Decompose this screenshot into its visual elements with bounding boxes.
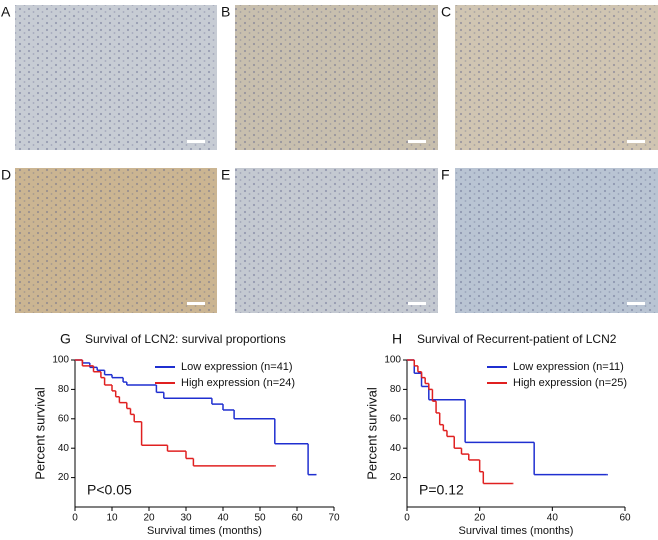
x-axis-label: Survival times (months) bbox=[147, 525, 262, 537]
x-tick-label: 10 bbox=[106, 513, 118, 524]
x-tick-label: 20 bbox=[474, 513, 486, 524]
x-tick-label: 60 bbox=[291, 513, 303, 524]
y-tick-label: 100 bbox=[384, 355, 401, 366]
x-tick-label: 20 bbox=[143, 513, 155, 524]
x-tick-label: 40 bbox=[217, 513, 229, 524]
x-tick-label: 30 bbox=[180, 513, 192, 524]
panel-label: A bbox=[1, 4, 11, 20]
y-tick-label: 40 bbox=[390, 443, 402, 454]
annotation: P<0.05 bbox=[87, 482, 132, 498]
panel-label: D bbox=[1, 167, 11, 183]
legend-label: High expression (n=24) bbox=[181, 377, 295, 389]
x-tick-label: 40 bbox=[547, 513, 559, 524]
y-tick-label: 60 bbox=[390, 413, 402, 424]
panel-label: B bbox=[221, 4, 230, 20]
y-tick-label: 20 bbox=[390, 472, 402, 483]
y-tick-label: 100 bbox=[52, 355, 69, 366]
legend-label: High expression (n=25) bbox=[513, 377, 627, 389]
annotation: P=0.12 bbox=[419, 482, 464, 498]
legend-label: Low expression (n=41) bbox=[181, 361, 293, 373]
x-axis-label: Survival times (months) bbox=[459, 525, 574, 537]
y-tick-label: 40 bbox=[58, 443, 70, 454]
panel-label: H bbox=[392, 331, 402, 347]
y-tick-label: 80 bbox=[58, 384, 70, 395]
x-tick-label: 70 bbox=[328, 513, 340, 524]
y-axis-label: Percent survival bbox=[32, 387, 47, 480]
legend-label: Low expression (n=11) bbox=[513, 361, 624, 373]
panel-label: F bbox=[441, 167, 450, 183]
panel-label: E bbox=[221, 167, 230, 183]
x-tick-label: 0 bbox=[404, 513, 410, 524]
chart-title: Survival of LCN2: survival proportions bbox=[85, 332, 286, 346]
y-tick-label: 20 bbox=[58, 472, 70, 483]
x-tick-label: 60 bbox=[619, 513, 631, 524]
x-tick-label: 50 bbox=[254, 513, 266, 524]
x-tick-label: 0 bbox=[72, 513, 78, 524]
y-tick-label: 60 bbox=[58, 413, 70, 424]
panel-label: G bbox=[60, 331, 71, 347]
y-tick-label: 80 bbox=[390, 384, 402, 395]
y-axis-label: Percent survival bbox=[364, 387, 379, 480]
panel-label: C bbox=[441, 4, 451, 20]
chart-title: Survival of Recurrent-patient of LCN2 bbox=[417, 332, 617, 346]
micrographs bbox=[15, 5, 658, 313]
